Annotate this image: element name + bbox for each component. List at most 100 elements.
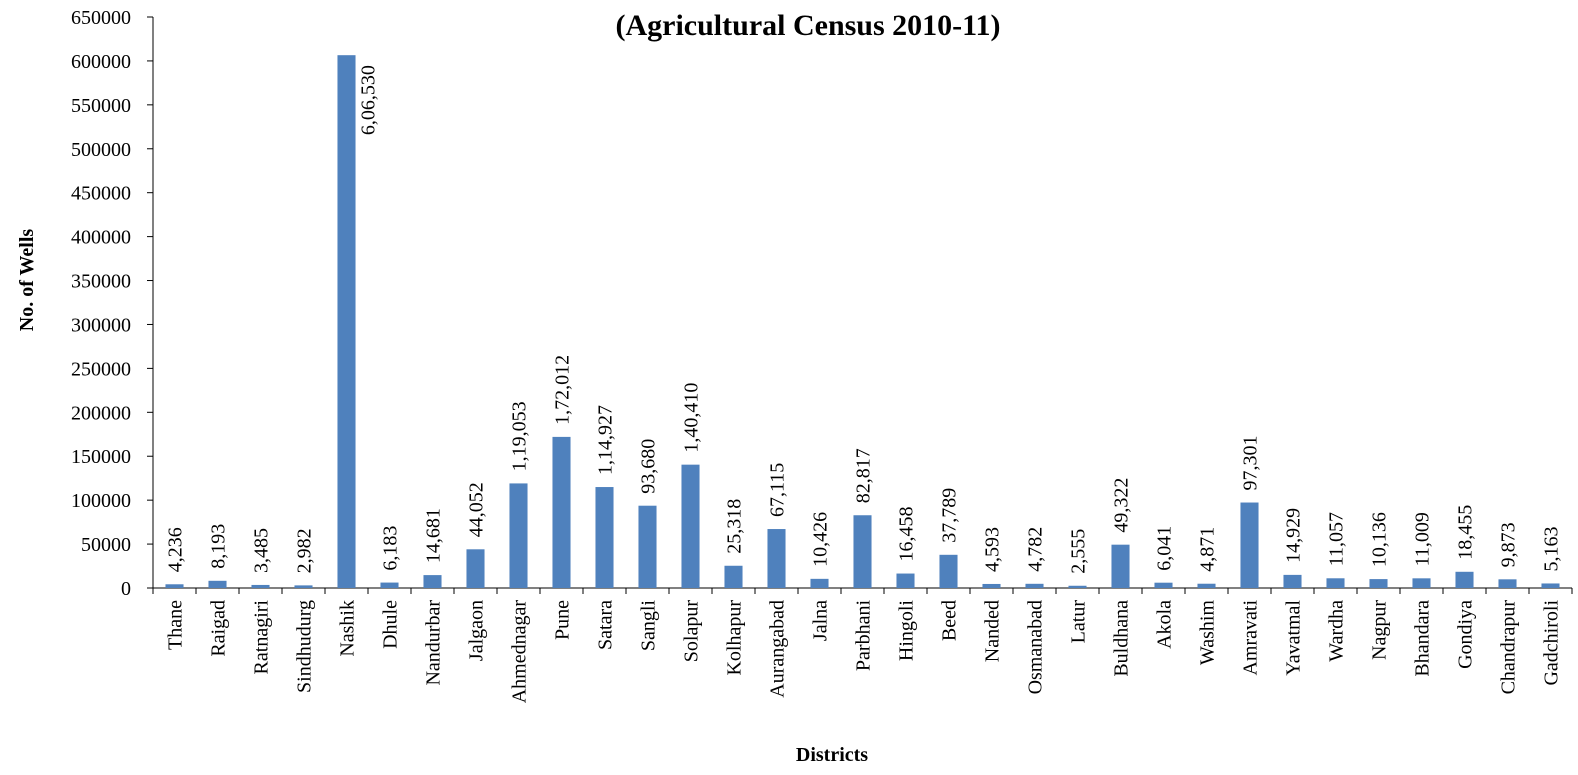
category-label: Gondiya bbox=[1455, 600, 1477, 669]
category-label: Solapur bbox=[681, 600, 703, 663]
bar bbox=[337, 55, 356, 589]
bar bbox=[251, 584, 270, 588]
data-label: 82,817 bbox=[853, 448, 875, 503]
x-axis bbox=[152, 587, 1573, 594]
data-label: 16,458 bbox=[896, 507, 918, 562]
data-label: 8,193 bbox=[208, 524, 230, 569]
bar bbox=[1498, 579, 1517, 588]
bar bbox=[1197, 583, 1216, 588]
category-label: Chandrapur bbox=[1498, 600, 1520, 695]
category-label: Ahmednagar bbox=[509, 600, 531, 704]
bar bbox=[208, 580, 227, 588]
bar bbox=[380, 582, 399, 588]
bar bbox=[595, 487, 614, 588]
y-tick-label: 350000 bbox=[71, 271, 131, 293]
y-tick-label: 600000 bbox=[71, 51, 131, 73]
category-label: Hingoli bbox=[896, 600, 918, 662]
category-label: Nandurbar bbox=[423, 600, 445, 686]
y-tick-label: 550000 bbox=[71, 95, 131, 117]
data-label: 4,871 bbox=[1197, 527, 1219, 572]
data-label: 14,681 bbox=[423, 508, 445, 563]
data-label: 11,057 bbox=[1326, 512, 1348, 566]
bar bbox=[853, 515, 872, 588]
y-axis: 0 50000 100000 150000 200000 250000 300000 3500… bbox=[71, 7, 154, 600]
data-label: 6,041 bbox=[1154, 526, 1176, 571]
data-label: 9,873 bbox=[1498, 522, 1520, 567]
category-label: Wardha bbox=[1326, 600, 1348, 662]
bar bbox=[466, 549, 485, 588]
data-label: 5,163 bbox=[1541, 526, 1563, 571]
y-tick-label: 250000 bbox=[71, 358, 131, 380]
bar bbox=[294, 585, 313, 588]
data-label: 1,14,927 bbox=[595, 405, 617, 475]
bar bbox=[810, 578, 829, 588]
bar bbox=[1283, 574, 1302, 588]
category-label: Pune bbox=[552, 600, 574, 640]
category-label: Latur bbox=[1068, 600, 1090, 644]
data-label: 6,183 bbox=[380, 526, 402, 571]
bar bbox=[1369, 579, 1388, 588]
bar bbox=[1025, 583, 1044, 588]
x-axis-label: Districts bbox=[796, 744, 868, 766]
data-label: 44,052 bbox=[466, 482, 488, 537]
category-label: Jalgaon bbox=[466, 600, 488, 661]
data-label: 10,426 bbox=[810, 512, 832, 567]
category-label: Buldhana bbox=[1111, 600, 1133, 677]
category-labels: Thane Raigad Ratnagiri Sindhudurg Nashik Dhul… bbox=[165, 600, 1563, 704]
bar bbox=[1068, 585, 1087, 588]
category-label: Amravati bbox=[1240, 600, 1262, 676]
category-label: Yavatmal bbox=[1283, 600, 1305, 676]
bar bbox=[165, 584, 184, 588]
bar bbox=[1326, 578, 1345, 588]
y-tick-label: 50000 bbox=[81, 534, 131, 556]
y-tick-label: 0 bbox=[121, 578, 131, 600]
data-label: 4,593 bbox=[982, 527, 1004, 572]
category-label: Thane bbox=[165, 600, 187, 650]
category-label: Beed bbox=[939, 600, 961, 641]
bar bbox=[552, 436, 571, 588]
bar bbox=[896, 573, 915, 588]
y-tick-label: 150000 bbox=[71, 446, 131, 468]
data-label: 4,782 bbox=[1025, 527, 1047, 572]
category-label: Gadchiroli bbox=[1541, 600, 1563, 686]
bar bbox=[767, 529, 786, 588]
y-tick-label: 100000 bbox=[71, 490, 131, 512]
bar bbox=[1412, 578, 1431, 588]
data-label: 14,929 bbox=[1283, 508, 1305, 563]
category-label: Nanded bbox=[982, 600, 1004, 662]
data-label: 93,680 bbox=[638, 439, 660, 494]
category-label: Jalna bbox=[810, 600, 832, 641]
data-label: 1,19,053 bbox=[509, 401, 531, 471]
bar bbox=[1111, 544, 1130, 588]
bar bbox=[939, 554, 958, 588]
y-tick-label: 200000 bbox=[71, 402, 131, 424]
category-label: Aurangabad bbox=[767, 600, 789, 698]
data-label: 2,555 bbox=[1068, 529, 1090, 574]
category-label: Nashik bbox=[337, 600, 359, 657]
bar bbox=[681, 464, 700, 588]
data-label: 6,06,530 bbox=[358, 65, 380, 135]
y-tick-label: 450000 bbox=[71, 183, 131, 205]
bar bbox=[1154, 582, 1173, 588]
y-tick-label: 500000 bbox=[71, 139, 131, 161]
bar bbox=[724, 565, 743, 588]
bar bbox=[982, 583, 1001, 588]
data-label: 97,301 bbox=[1240, 436, 1262, 491]
category-label: Raigad bbox=[208, 600, 230, 657]
y-tick-label: 300000 bbox=[71, 314, 131, 336]
data-label: 3,485 bbox=[251, 528, 273, 573]
category-label: Osmanabad bbox=[1025, 600, 1047, 694]
bar bbox=[509, 483, 528, 588]
category-label: Washim bbox=[1197, 600, 1219, 665]
category-label: Sangli bbox=[638, 600, 660, 652]
bar bbox=[1541, 583, 1560, 588]
data-label: 1,72,012 bbox=[552, 355, 574, 425]
data-label: 10,136 bbox=[1369, 512, 1391, 567]
y-axis-label: No. of Wells bbox=[16, 229, 38, 332]
y-tick-label: 650000 bbox=[71, 7, 131, 29]
category-label: Parbhani bbox=[853, 600, 875, 672]
category-label: Akola bbox=[1154, 600, 1176, 649]
category-label: Bhandara bbox=[1412, 600, 1434, 677]
data-label: 37,789 bbox=[939, 488, 961, 543]
category-label: Kolhapur bbox=[724, 600, 746, 676]
